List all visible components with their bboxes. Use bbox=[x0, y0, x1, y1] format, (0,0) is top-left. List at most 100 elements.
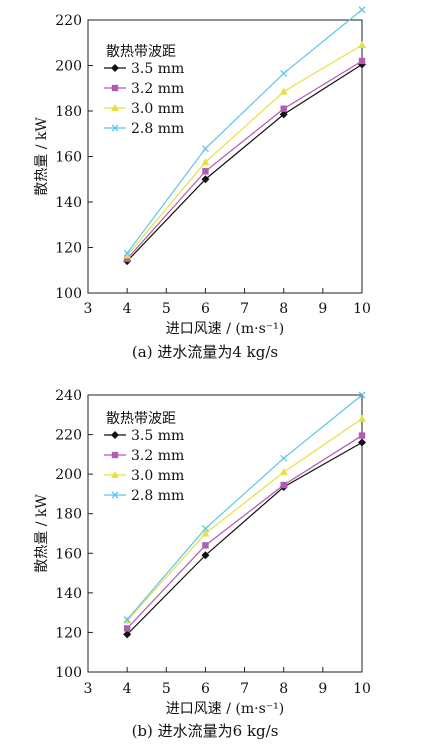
x-tick-label: 3 bbox=[84, 301, 93, 317]
data-point bbox=[280, 105, 287, 112]
y-tick-label: 120 bbox=[55, 625, 82, 641]
x-tick-label: 5 bbox=[162, 301, 171, 317]
data-point bbox=[123, 630, 132, 639]
y-tick-label: 180 bbox=[55, 507, 82, 523]
legend-entry: 3.2 mm bbox=[131, 81, 184, 97]
legend-entry: 3.2 mm bbox=[131, 448, 184, 464]
legend-entry: 2.8 mm bbox=[131, 488, 184, 504]
x-tick-label: 6 bbox=[201, 681, 210, 697]
series-line bbox=[126, 63, 363, 262]
data-point bbox=[358, 57, 366, 65]
x-tick-label: 10 bbox=[353, 301, 371, 317]
series-line bbox=[126, 394, 363, 620]
x-tick-label: 9 bbox=[318, 301, 327, 317]
x-tick-label: 3 bbox=[84, 681, 93, 697]
legend-title: 散热带波距 bbox=[106, 411, 176, 427]
x-tick-label: 7 bbox=[240, 301, 249, 317]
series-3.0-mm bbox=[123, 414, 366, 624]
x-tick-label: 8 bbox=[279, 301, 288, 317]
data-point bbox=[123, 616, 131, 624]
legend-marker bbox=[111, 64, 119, 72]
y-tick-label: 100 bbox=[55, 286, 82, 302]
series-line bbox=[126, 441, 363, 635]
legend-entry: 2.8 mm bbox=[131, 121, 184, 137]
series-line bbox=[126, 9, 363, 254]
y-tick-label: 160 bbox=[55, 546, 82, 562]
data-point bbox=[358, 438, 366, 447]
data-point bbox=[201, 158, 210, 166]
data-point bbox=[201, 529, 210, 537]
x-axis-label: 进口风速 / (m·s⁻¹) bbox=[166, 701, 284, 717]
chart-caption: (a) 进水流量为4 kg/s bbox=[132, 343, 278, 361]
x-tick-label: 5 bbox=[162, 681, 171, 697]
y-tick-label: 220 bbox=[55, 428, 82, 444]
legend-marker bbox=[111, 84, 119, 92]
chart-panel-1: 3 4 5 6 7 8 9 10 100 120 140 160 180 200 220 进口风速 / (m·… bbox=[34, 6, 371, 361]
legend-entry: 3.5 mm bbox=[131, 428, 184, 444]
legend-entry: 3.0 mm bbox=[131, 468, 184, 484]
legend-marker bbox=[111, 431, 119, 439]
data-point bbox=[202, 168, 209, 175]
data-point bbox=[280, 481, 287, 489]
data-point bbox=[201, 525, 209, 533]
data-point bbox=[279, 110, 288, 119]
y-tick-label: 140 bbox=[55, 586, 82, 602]
y-axis-label: 散热量 / kW bbox=[34, 494, 50, 573]
x-tick-label: 6 bbox=[201, 301, 210, 317]
y-tick-label: 240 bbox=[55, 388, 82, 404]
series-3.0-mm bbox=[123, 41, 366, 259]
x-axis-label: 进口风速 / (m·s⁻¹) bbox=[166, 321, 284, 337]
legend-marker bbox=[111, 471, 119, 478]
data-point bbox=[201, 551, 210, 560]
series-line bbox=[126, 418, 363, 621]
data-point bbox=[123, 251, 132, 259]
data-point bbox=[358, 432, 366, 439]
x-tick-label: 9 bbox=[318, 681, 327, 697]
x-tick-label: 8 bbox=[279, 681, 288, 697]
series-2.8-mm bbox=[123, 6, 366, 257]
y-tick-label: 200 bbox=[55, 59, 82, 75]
legend-entry: 3.5 mm bbox=[131, 61, 184, 77]
legend-marker bbox=[111, 451, 119, 459]
x-tick-label: 4 bbox=[123, 681, 132, 697]
y-tick-label: 100 bbox=[55, 665, 82, 681]
series-line bbox=[126, 44, 363, 256]
series-line bbox=[126, 60, 363, 260]
data-point bbox=[201, 145, 209, 152]
legend-entry: 3.0 mm bbox=[131, 101, 184, 117]
plot-frame bbox=[87, 394, 363, 673]
y-tick-label: 200 bbox=[55, 467, 82, 483]
data-point bbox=[279, 468, 288, 476]
data-point bbox=[358, 41, 366, 49]
series-2.8-mm bbox=[123, 391, 366, 624]
data-point bbox=[123, 625, 131, 632]
series-line bbox=[126, 435, 363, 629]
y-tick-label: 180 bbox=[55, 104, 82, 120]
y-tick-label: 120 bbox=[55, 241, 82, 257]
x-tick-label: 10 bbox=[353, 681, 371, 697]
data-point bbox=[123, 249, 131, 257]
y-tick-label: 140 bbox=[55, 195, 82, 211]
data-point bbox=[280, 70, 288, 77]
legend-title: 散热带波距 bbox=[106, 44, 176, 60]
legend-marker bbox=[111, 104, 119, 111]
series-3.2-mm bbox=[123, 57, 366, 263]
data-point bbox=[279, 87, 288, 95]
data-point bbox=[358, 391, 366, 399]
x-tick-label: 4 bbox=[123, 301, 132, 317]
data-point bbox=[123, 255, 131, 263]
data-point bbox=[358, 6, 366, 14]
y-tick-label: 160 bbox=[55, 150, 82, 166]
series-3.2-mm bbox=[123, 432, 366, 632]
chart-caption: (b) 进水流量为6 kg/s bbox=[132, 722, 279, 740]
y-axis-label: 散热量 / kW bbox=[34, 117, 50, 196]
x-tick-label: 7 bbox=[240, 681, 249, 697]
data-point bbox=[358, 60, 366, 69]
data-point bbox=[358, 414, 366, 422]
data-point bbox=[280, 454, 288, 462]
data-point bbox=[202, 542, 209, 549]
data-point bbox=[201, 175, 210, 184]
